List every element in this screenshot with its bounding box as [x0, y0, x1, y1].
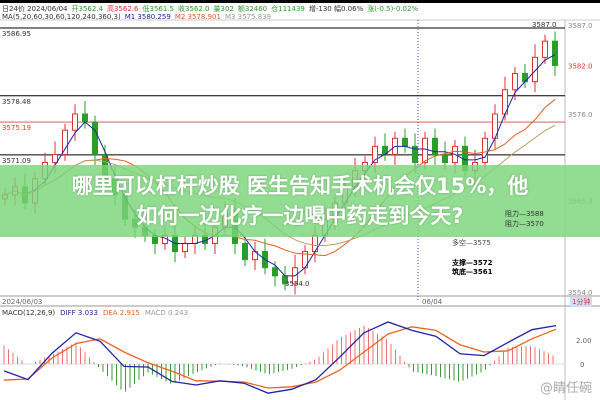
headline-line-1: 哪里可以杠杆炒股 医生告知手术机会仅15%，他 [71, 174, 529, 198]
header-field: 仓111439 [271, 5, 305, 13]
candle-body [82, 113, 88, 123]
time-mid: 06/04 [422, 298, 443, 306]
ma-short-line [4, 54, 556, 277]
macd-diff-value: DIFF 3.033 [60, 309, 98, 317]
annotation-resistance: 阻力—3588 [505, 210, 544, 218]
candle-body [402, 137, 408, 147]
header-field: 日24价 2024/06/04 [2, 5, 68, 13]
candle-body [482, 137, 488, 164]
level-label: 3571.09 [2, 157, 31, 165]
candle-body [512, 73, 518, 91]
headline-line-2: 如何一边化疗一边喝中药走到今天? [136, 204, 464, 228]
header-field: 高3562.6 [106, 5, 139, 13]
candle-body [372, 145, 378, 164]
candle-body [422, 137, 428, 164]
macd-tick-0: 0 [580, 361, 585, 369]
header-field: 开3562.4 [71, 5, 103, 13]
macd-hist-value: MACD 0.243 [144, 309, 189, 317]
price-tick: 3554.0 [568, 289, 593, 297]
ma-header: MA(5,20,60,30,60,120,240,360,3) M1 3580.2… [2, 13, 275, 21]
header-field: 额32460 [237, 5, 268, 13]
annotation-bullbear: 多空—3575 [452, 239, 491, 247]
header-field: 收3562.0 [177, 5, 210, 13]
high-label: 3587.0 [532, 21, 557, 29]
header-field: M2 3578.901 [174, 13, 221, 21]
candle-body [52, 153, 58, 164]
annotation-resistance-2: 阻力—3570 [505, 220, 544, 228]
watermark: @睛任碗 [539, 381, 592, 396]
quote-header: 日24价 2024/06/04 开3562.4 高3562.6 低3561.5 收356… [2, 4, 422, 14]
macd-legend: MACD(12,26,9) DIFF 3.033 DEA 2.915 MACD … [2, 309, 188, 317]
headline-banner: 哪里可以杠杆炒股 医生告知手术机会仅15%，他 如何一边化疗一边喝中药走到今天? [0, 165, 600, 237]
annotation-bottom: 筑底—3561 [452, 268, 493, 276]
top-border [0, 0, 600, 3]
candle-body [552, 40, 558, 66]
header-field: M1 3580.259 [124, 13, 171, 21]
candle-body [182, 242, 188, 253]
macd-title: MACD(12,26,9) [2, 309, 56, 317]
candle-body [412, 145, 418, 164]
candle-body [92, 121, 98, 155]
header-field: 量302 [213, 5, 234, 13]
candle-body [272, 267, 278, 277]
annotation-support: 支撑—3572 [452, 259, 493, 267]
price-tick: 3582.0 [568, 62, 593, 70]
macd-dea-value: DEA 2.915 [102, 309, 140, 317]
level-label: 3575.19 [2, 124, 31, 132]
period-button[interactable]: 1分钟 [570, 297, 593, 307]
low-label: 3554.0 [285, 280, 310, 288]
diff-line [3, 321, 557, 394]
level-label: 3578.48 [2, 98, 31, 106]
candle-body [242, 242, 248, 261]
level-label: 3586.95 [2, 30, 31, 38]
candle-body [432, 137, 438, 155]
header-field: MA(5,20,60,30,60,120,240,360,3) [2, 13, 121, 21]
candle-body [62, 129, 68, 155]
macd-tick-2: 2.00 [576, 337, 592, 345]
candle-body [72, 113, 78, 131]
header-field: 涨(-0.5)-0.02% [367, 5, 419, 13]
candle-body [542, 40, 548, 58]
candle-body [442, 153, 448, 164]
ma-mid-line [4, 99, 556, 257]
header-field: M3 3575.839 [224, 13, 272, 21]
time-start: 2024/06/03 [2, 298, 43, 306]
price-tick: 3587.0 [568, 22, 593, 30]
candle-body [532, 56, 538, 83]
header-field: 增-130 幅0.06% [308, 5, 364, 13]
header-field: 低3561.5 [142, 5, 174, 13]
price-tick: 3576.0 [568, 111, 593, 119]
